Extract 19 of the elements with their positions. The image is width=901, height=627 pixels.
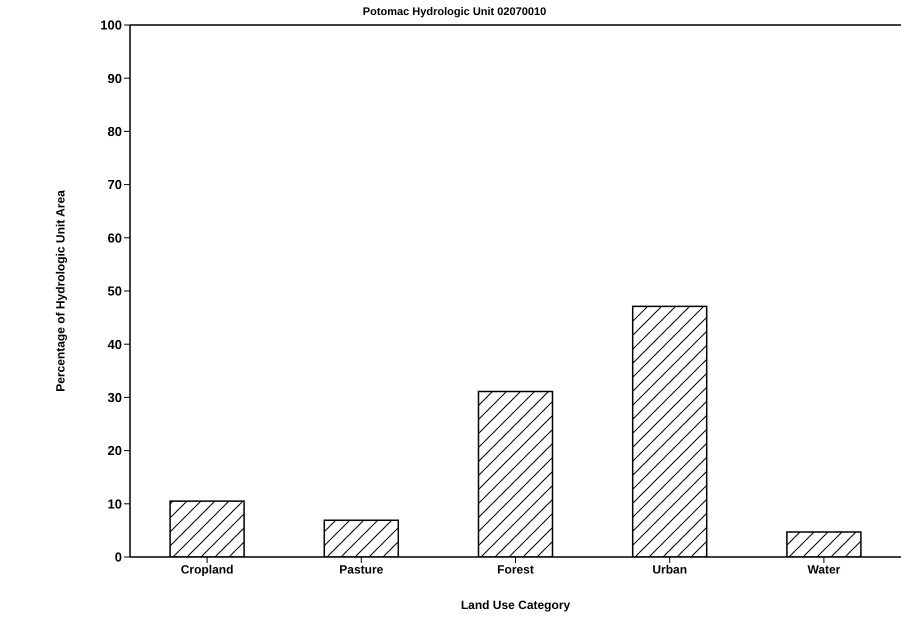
- y-tick-label: 0: [114, 550, 122, 565]
- chart-title: Potomac Hydrologic Unit 02070010: [362, 6, 548, 18]
- x-tick-label: Forest: [497, 562, 534, 577]
- y-axis-title: Percentage of Hydrologic Unit Area: [53, 190, 68, 392]
- y-tick-label: 70: [108, 177, 122, 192]
- x-tick-label: Water: [807, 562, 841, 577]
- y-tick-label: 90: [108, 70, 122, 86]
- x-tick-label: Urban: [652, 562, 688, 577]
- y-tick-label: 80: [108, 124, 122, 140]
- x-axis-title: Land Use Category: [460, 598, 571, 612]
- y-tick-label: 60: [108, 230, 122, 246]
- y-tick-label: 30: [108, 390, 122, 406]
- y-tick-label: 10: [108, 496, 122, 512]
- y-tick-label: 20: [108, 443, 122, 458]
- x-tick-label: Pasture: [339, 562, 384, 577]
- y-tick-label: 100: [100, 18, 122, 33]
- x-tick-label: Cropland: [180, 562, 234, 577]
- y-tick-label: 40: [108, 336, 122, 352]
- y-tick-label: 50: [108, 284, 122, 299]
